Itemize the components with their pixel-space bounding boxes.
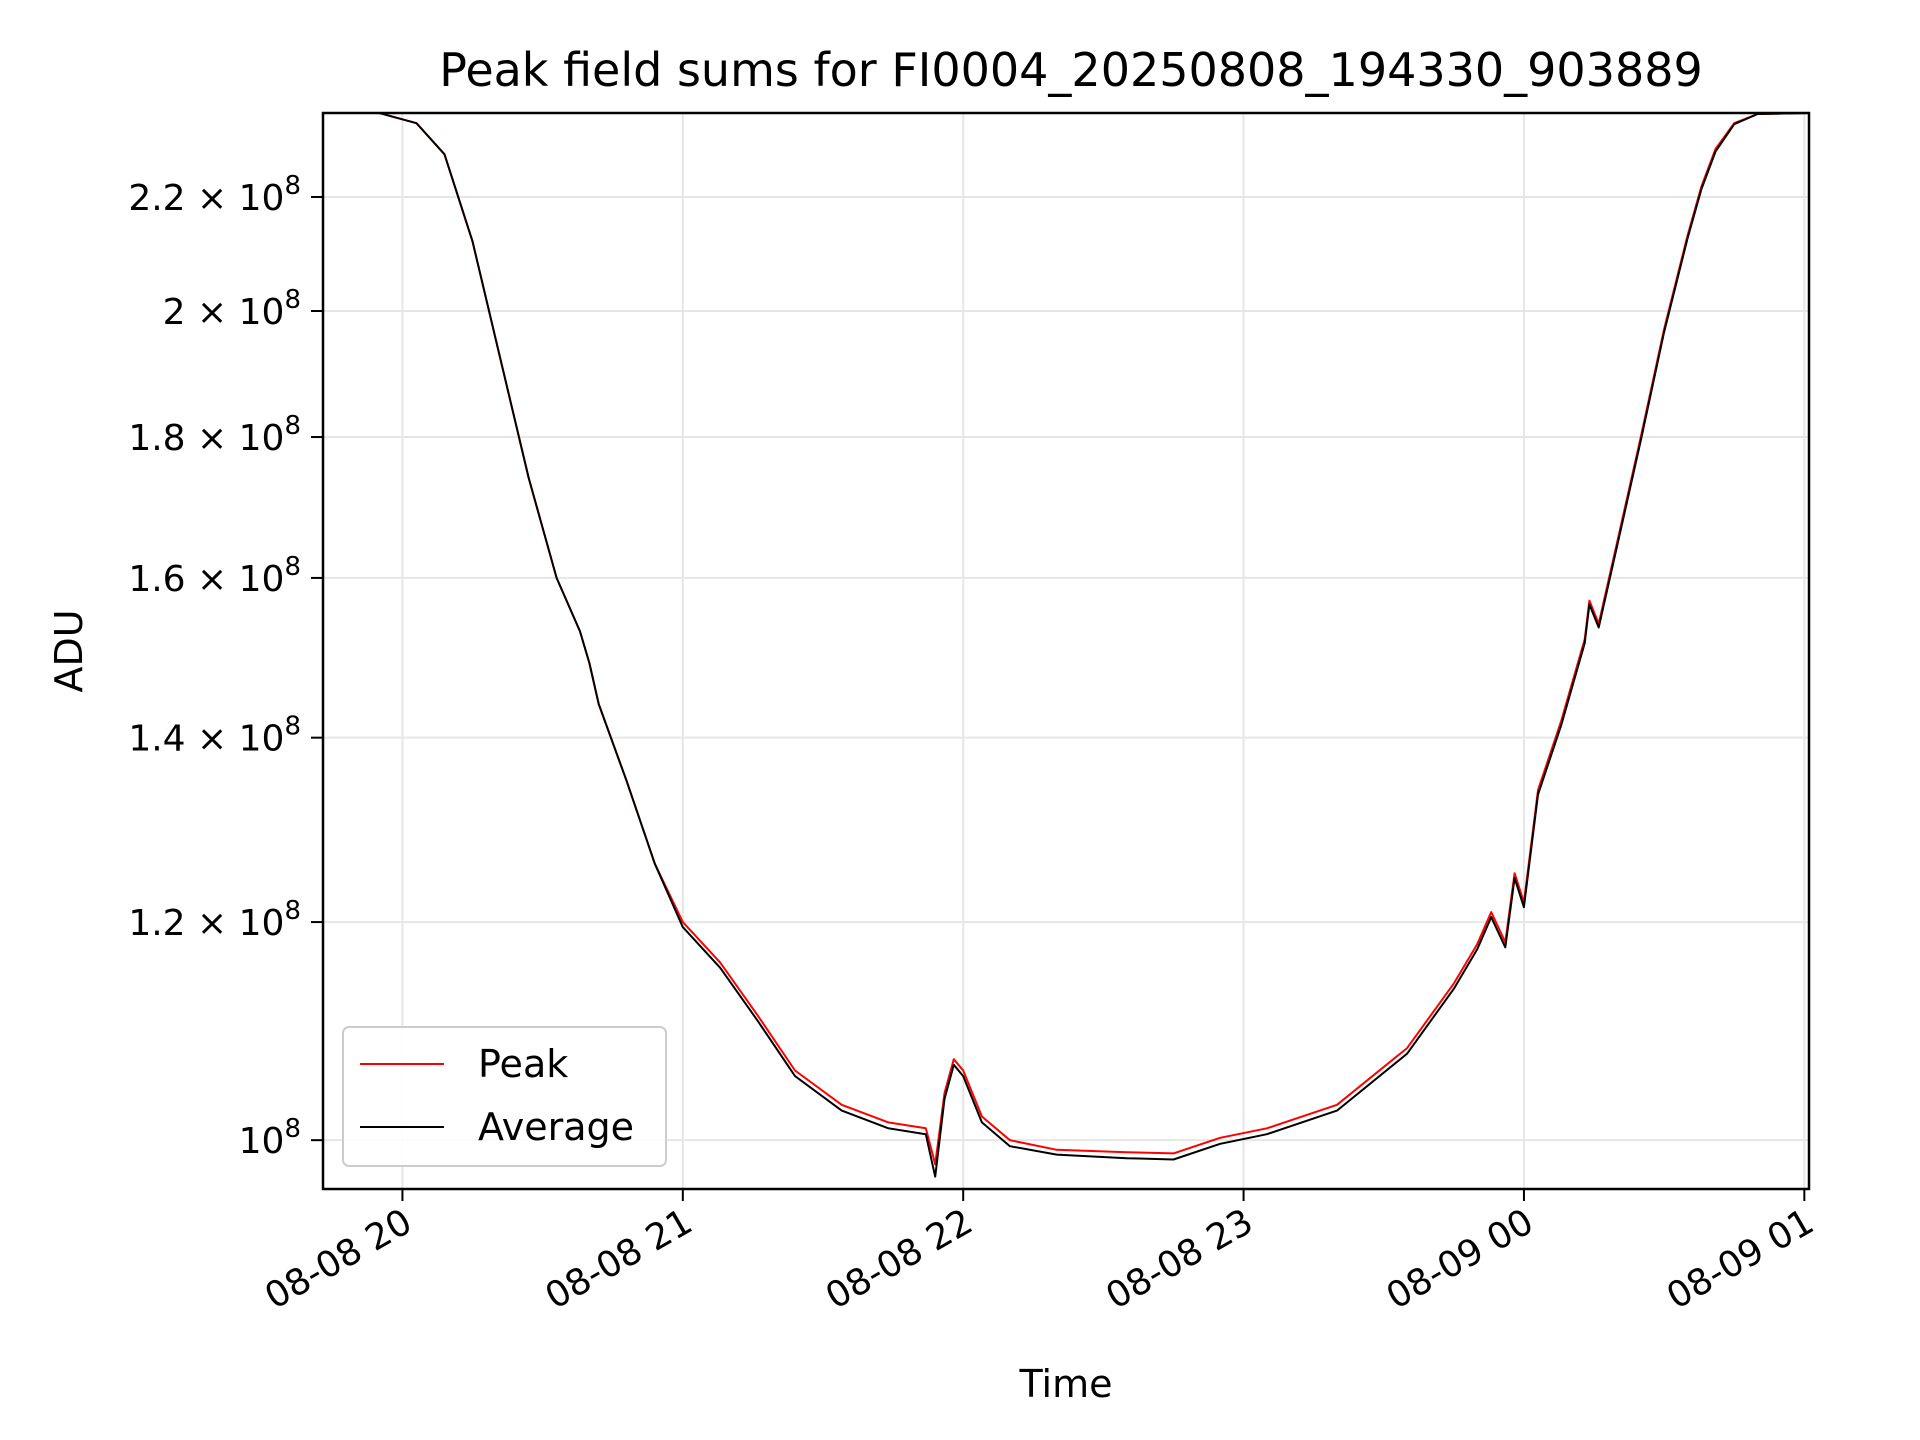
legend-label: Average	[478, 1105, 634, 1149]
chart-title: Peak field sums for FI0004_20250808_1943…	[439, 43, 1703, 97]
legend-label: Peak	[478, 1042, 568, 1086]
y-tick-label: 1.4 × 108	[128, 712, 301, 760]
y-tick-label: 1.8 × 108	[128, 411, 301, 459]
y-tick-label: 108	[239, 1114, 301, 1162]
grid	[323, 113, 1809, 1189]
y-axis-label: ADU	[47, 609, 91, 692]
legend-box	[342, 1026, 667, 1167]
legend: Peak Average	[342, 1026, 667, 1167]
y-tick-label: 1.2 × 108	[128, 896, 301, 944]
y-tick-label: 1.6 × 108	[128, 552, 301, 600]
series-layer	[323, 112, 1810, 1178]
y-tick-label: 2.2 × 108	[128, 171, 301, 219]
series-line-average	[323, 112, 1810, 1178]
y-tick-label: 2 × 108	[163, 285, 301, 333]
x-axis-label: Time	[1019, 1362, 1113, 1406]
plot-frame	[321, 111, 1811, 1191]
y-axis: 108 1.2 × 108 1.4 × 108 1.6 × 108 1.8 × 108 2…	[128, 171, 323, 1162]
